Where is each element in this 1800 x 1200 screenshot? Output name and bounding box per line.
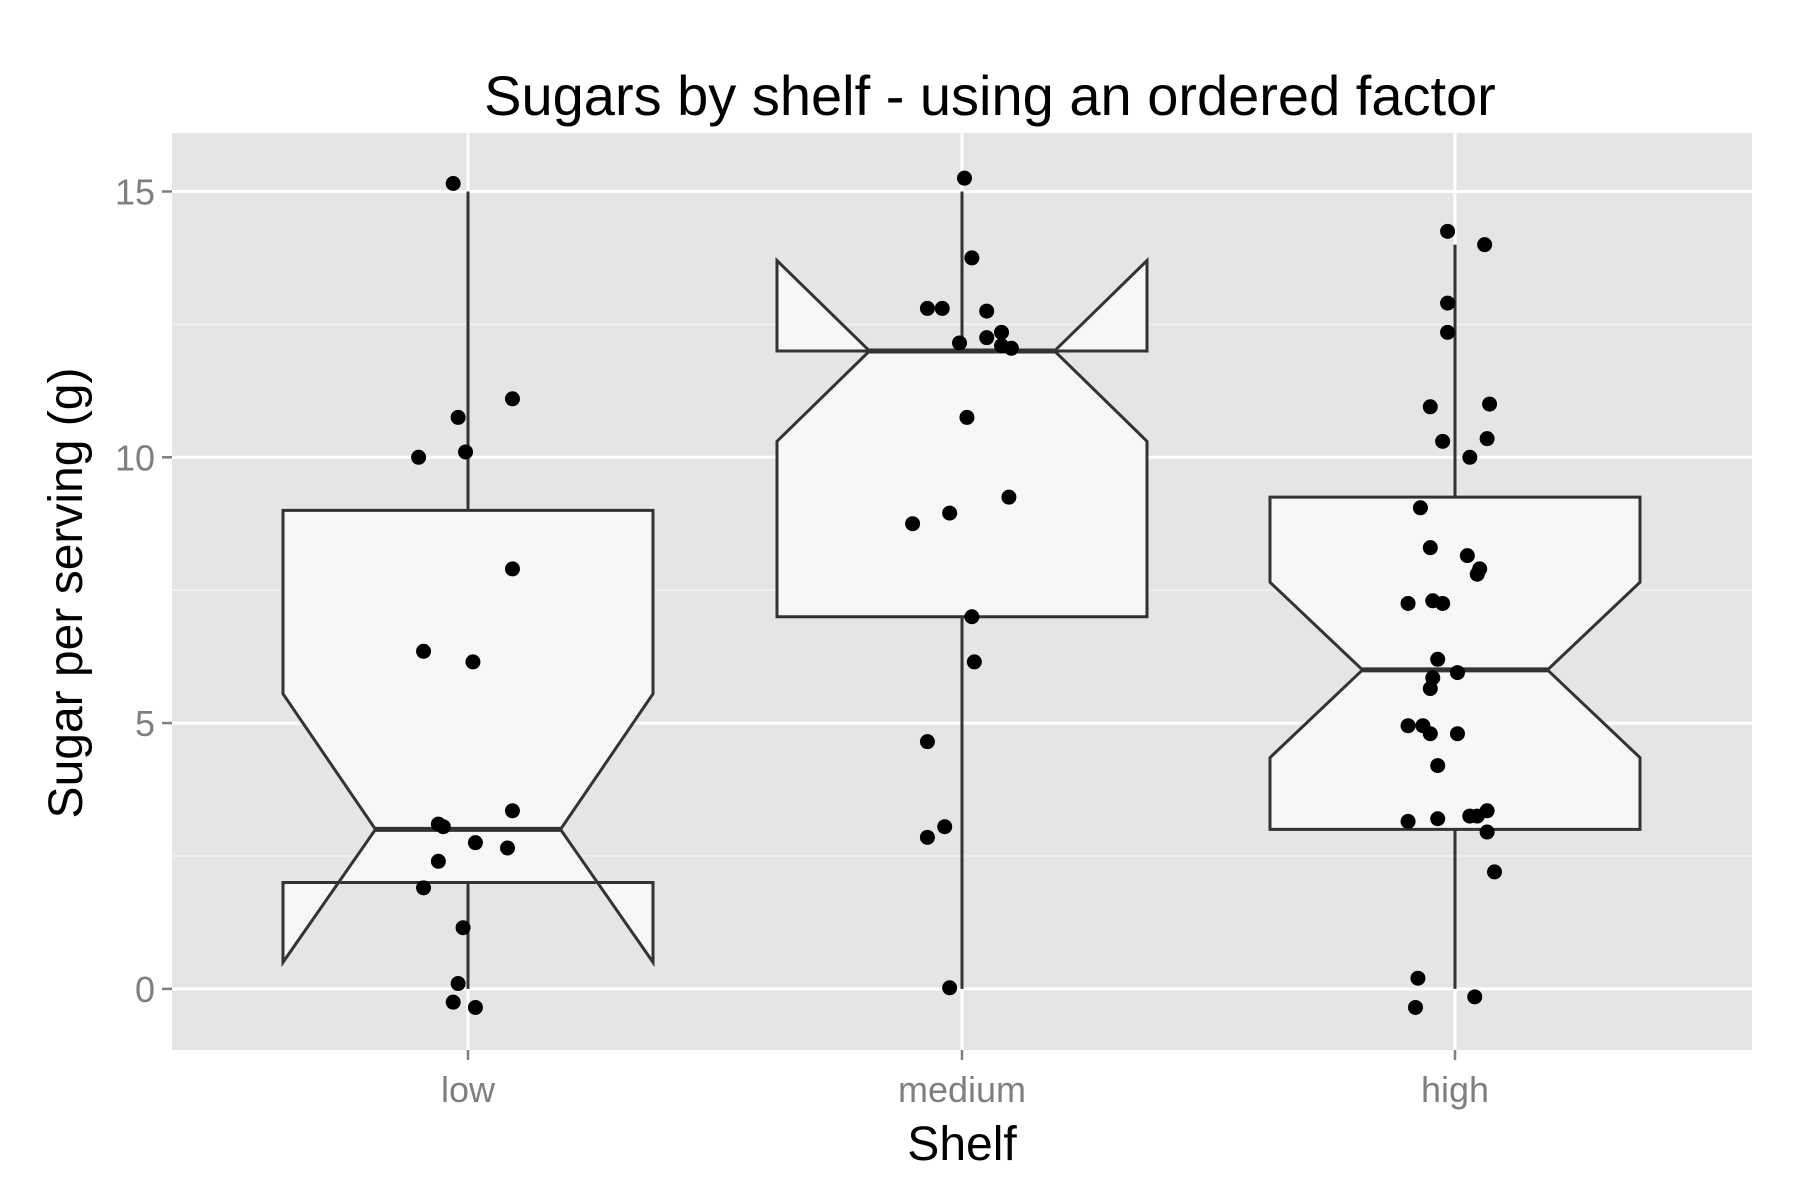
data-point bbox=[1449, 726, 1465, 742]
data-point bbox=[919, 734, 935, 750]
data-point bbox=[919, 829, 935, 845]
y-tick-label: 0 bbox=[135, 969, 155, 1010]
x-tick-label-low: low bbox=[441, 1069, 496, 1110]
points-layer bbox=[411, 170, 1503, 1015]
data-point bbox=[1479, 824, 1495, 840]
data-point bbox=[1462, 449, 1478, 465]
data-point bbox=[1412, 500, 1428, 516]
y-tick-label: 5 bbox=[135, 703, 155, 744]
data-point bbox=[994, 324, 1010, 340]
data-point bbox=[1003, 340, 1019, 356]
data-point bbox=[1440, 295, 1456, 311]
data-point bbox=[1435, 595, 1451, 611]
data-point bbox=[1407, 999, 1423, 1015]
data-point bbox=[934, 300, 950, 316]
boxplot-layer bbox=[281, 191, 1642, 989]
data-point bbox=[919, 300, 935, 316]
data-point bbox=[411, 449, 427, 465]
data-point bbox=[1487, 864, 1503, 880]
data-point bbox=[1430, 758, 1446, 774]
y-tick-label: 15 bbox=[115, 171, 155, 212]
x-tick-label-medium: medium bbox=[898, 1069, 1026, 1110]
data-point bbox=[1400, 813, 1416, 829]
data-point bbox=[504, 561, 520, 577]
data-point bbox=[1422, 681, 1438, 697]
data-point bbox=[942, 505, 958, 521]
box-medium bbox=[775, 191, 1149, 989]
data-point bbox=[455, 920, 471, 936]
notched-box bbox=[1268, 495, 1642, 831]
data-point bbox=[504, 803, 520, 819]
data-point bbox=[966, 654, 982, 670]
data-point bbox=[445, 176, 461, 192]
data-point bbox=[979, 330, 995, 346]
x-axis: low medium high bbox=[441, 1050, 1489, 1110]
data-point bbox=[959, 409, 975, 425]
notched-box bbox=[775, 257, 1149, 619]
data-point bbox=[465, 654, 481, 670]
data-point bbox=[467, 835, 483, 851]
data-point bbox=[1422, 726, 1438, 742]
data-point bbox=[979, 303, 995, 319]
data-point bbox=[1440, 324, 1456, 340]
data-point bbox=[1482, 396, 1498, 412]
data-point bbox=[905, 516, 921, 532]
data-point bbox=[467, 999, 483, 1015]
data-point bbox=[1459, 548, 1475, 564]
data-point bbox=[1400, 595, 1416, 611]
data-point bbox=[1422, 399, 1438, 415]
data-point bbox=[416, 880, 432, 896]
data-point bbox=[1467, 989, 1483, 1005]
data-point bbox=[1449, 665, 1465, 681]
data-point bbox=[504, 391, 520, 407]
data-point bbox=[1469, 808, 1485, 824]
data-point bbox=[450, 976, 466, 992]
y-axis-title: Sugar per serving (g) bbox=[40, 368, 93, 819]
data-point bbox=[964, 609, 980, 625]
data-point bbox=[430, 853, 446, 869]
data-point bbox=[450, 409, 466, 425]
data-point bbox=[500, 840, 516, 856]
notched-box bbox=[281, 508, 655, 968]
chart-title: Sugars by shelf - using an ordered facto… bbox=[484, 64, 1496, 127]
data-point bbox=[445, 994, 461, 1010]
data-point bbox=[1430, 811, 1446, 827]
data-point bbox=[942, 980, 958, 996]
data-point bbox=[435, 819, 451, 835]
x-tick-label-high: high bbox=[1421, 1069, 1489, 1110]
data-point bbox=[1410, 970, 1426, 986]
data-point bbox=[964, 250, 980, 266]
data-point bbox=[1001, 489, 1017, 505]
data-point bbox=[956, 170, 972, 186]
x-axis-title: Shelf bbox=[907, 1118, 1017, 1171]
data-point bbox=[937, 819, 953, 835]
data-point bbox=[1430, 651, 1446, 667]
data-point bbox=[416, 643, 432, 659]
data-point bbox=[1469, 566, 1485, 582]
data-point bbox=[1477, 237, 1493, 253]
data-point bbox=[1435, 433, 1451, 449]
data-point bbox=[952, 335, 968, 351]
data-point bbox=[1440, 223, 1456, 239]
data-point bbox=[1479, 431, 1495, 447]
data-point bbox=[458, 444, 474, 460]
y-axis: 0 5 10 15 bbox=[115, 171, 172, 1010]
y-tick-label: 10 bbox=[115, 437, 155, 478]
data-point bbox=[1422, 540, 1438, 556]
data-point bbox=[1400, 718, 1416, 734]
